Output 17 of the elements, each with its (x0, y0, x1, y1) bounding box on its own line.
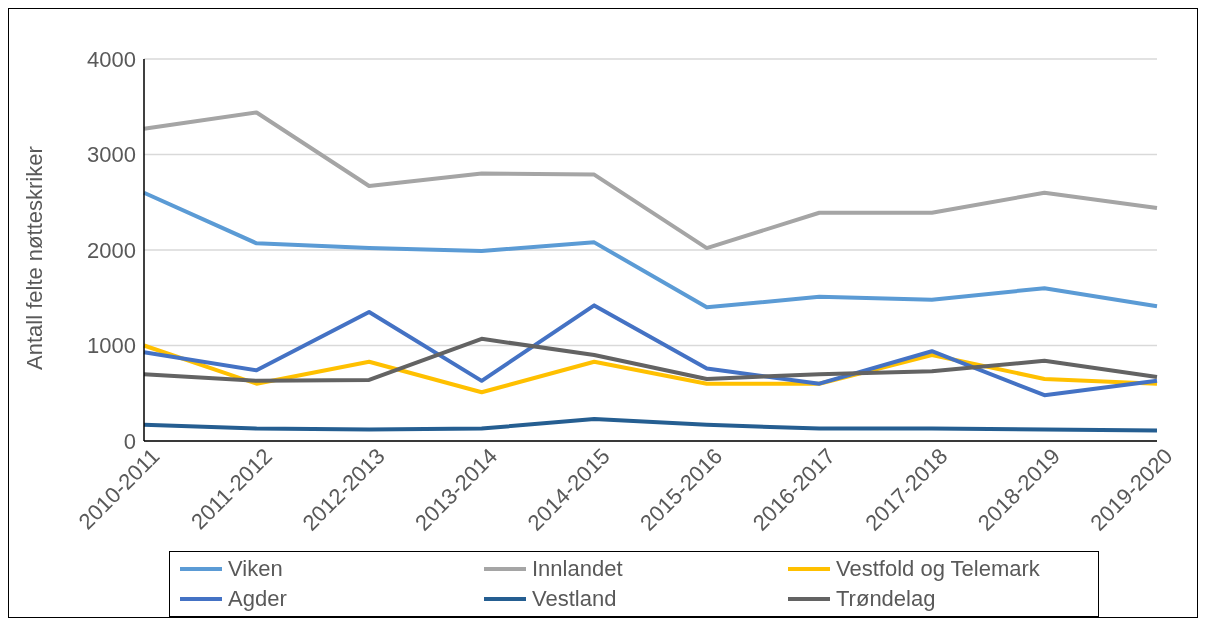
y-tick-label: 1000 (87, 333, 136, 359)
y-tick-label: 0 (123, 428, 136, 454)
legend-label: Viken (228, 556, 283, 582)
legend-label: Vestfold og Telemark (836, 556, 1040, 582)
y-tick-label: 3000 (87, 142, 136, 168)
legend-label: Trøndelag (836, 586, 936, 612)
legend-label: Vestland (532, 586, 617, 612)
legend-label: Agder (228, 586, 287, 612)
legend-label: Innlandet (532, 556, 623, 582)
line-series (142, 303, 1159, 398)
line-series (142, 190, 1159, 310)
line-series (142, 417, 1159, 433)
y-tick-label: 2000 (87, 237, 136, 263)
line-series (142, 336, 1159, 383)
line-series (142, 110, 1159, 251)
y-axis-title: Antall felte nøtteskriker (21, 146, 47, 370)
y-tick-label: 4000 (87, 46, 136, 72)
